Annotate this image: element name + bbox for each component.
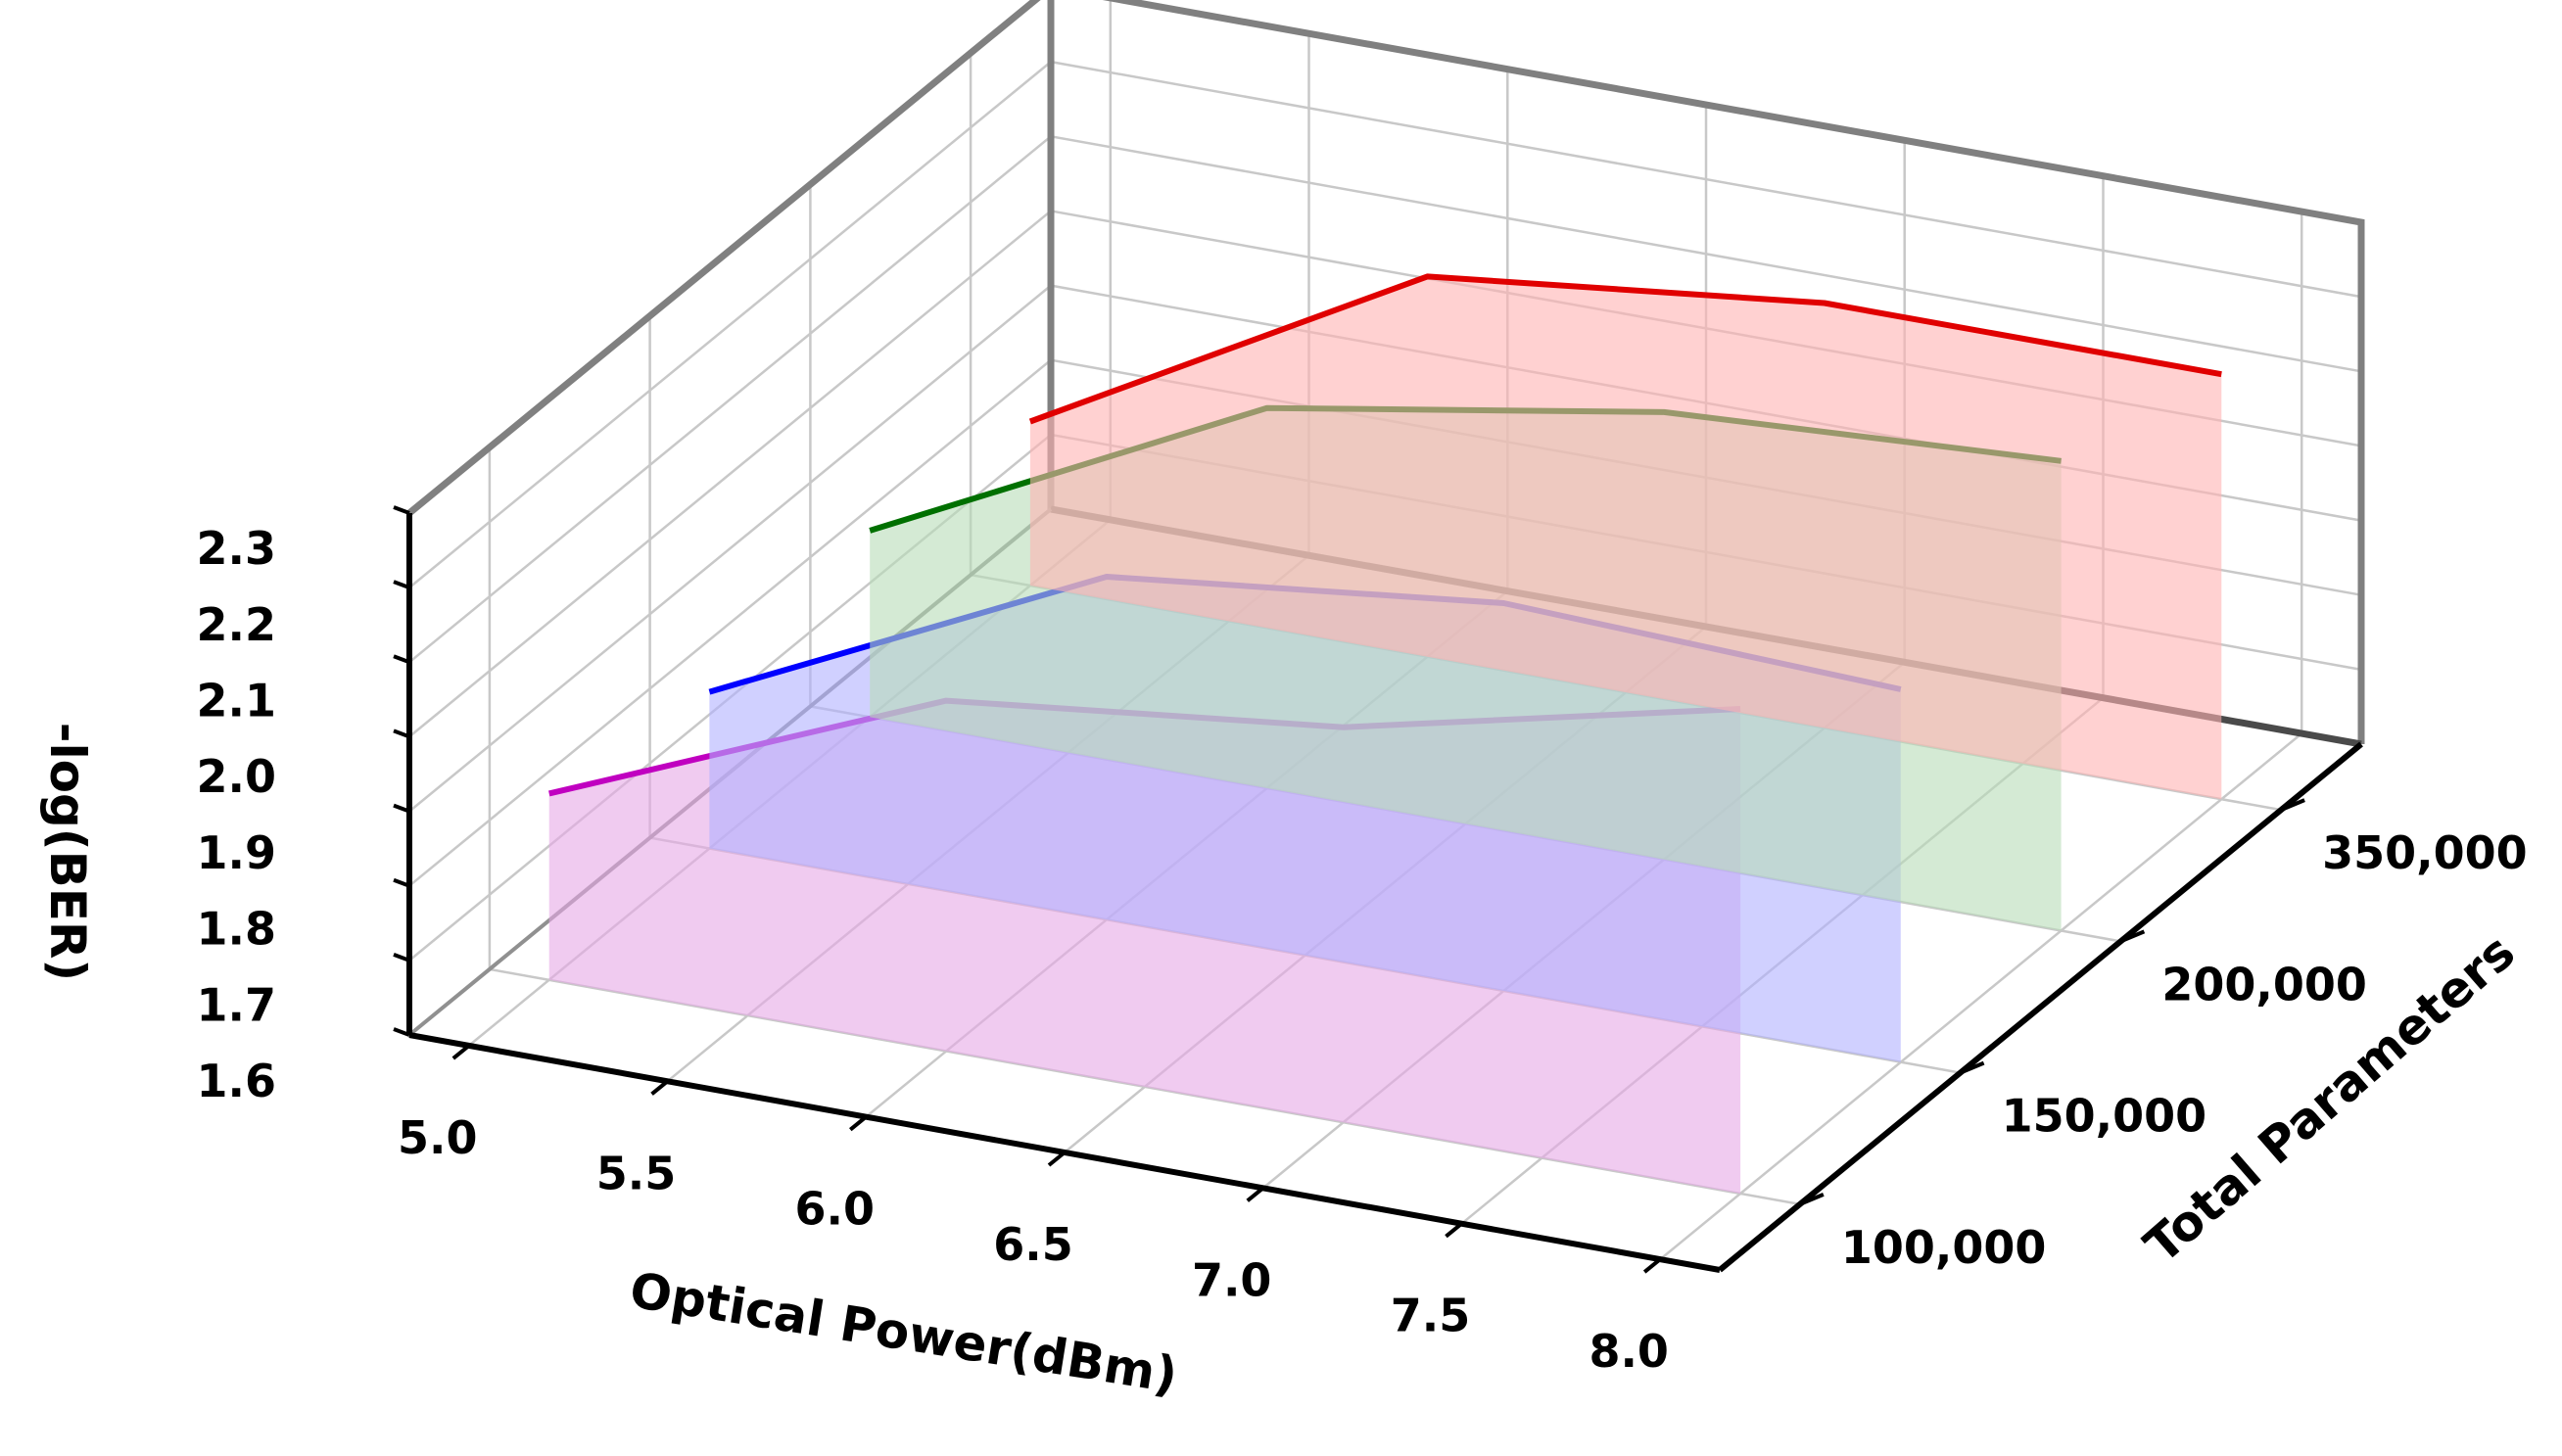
z-tick-label: 2.2 bbox=[197, 598, 277, 651]
z-tick-label: 1.6 bbox=[197, 1055, 277, 1107]
x-tick-label: 8.0 bbox=[1589, 1325, 1669, 1378]
y-tick-label: 150,000 bbox=[2002, 1090, 2207, 1143]
y-axis-line bbox=[1718, 741, 2363, 1273]
y-tick-label: 100,000 bbox=[1841, 1221, 2047, 1274]
series-line-350000 bbox=[1028, 273, 2222, 425]
x-tick-mark bbox=[451, 1044, 471, 1060]
tick-labels-layer: 5.0 5.5 6.0 6.5 7.0 7.5 8.0 100,000 150,000 200,0… bbox=[197, 522, 2528, 1378]
x-tick-label: 6.0 bbox=[795, 1183, 876, 1236]
z-tick-label: 2.3 bbox=[197, 522, 277, 575]
z-tick-mark bbox=[393, 654, 410, 665]
x-tick-mark bbox=[650, 1079, 669, 1096]
y-tick-mark bbox=[1799, 1193, 1825, 1206]
z-tick-label: 2.1 bbox=[197, 675, 277, 728]
x-tick-label: 7.0 bbox=[1192, 1253, 1272, 1306]
y-tick-label: 200,000 bbox=[2161, 958, 2367, 1010]
axes-layer bbox=[393, 505, 2363, 1274]
x-tick-label: 5.0 bbox=[398, 1111, 478, 1164]
series-layer bbox=[548, 273, 2222, 1194]
z-tick-mark bbox=[393, 1027, 410, 1037]
z-axis-label: -log(BER) bbox=[39, 723, 96, 982]
z-tick-label: 1.8 bbox=[197, 903, 277, 956]
x-axis-label: Optical Power(dBm) bbox=[626, 1261, 1181, 1404]
z-tick-mark bbox=[393, 877, 410, 888]
y-tick-mark bbox=[2280, 798, 2305, 812]
z-tick-label: 1.9 bbox=[197, 826, 277, 879]
z-tick-label: 2.0 bbox=[197, 750, 277, 803]
x-tick-mark bbox=[1047, 1151, 1067, 1167]
left-pane bbox=[409, 0, 1051, 1035]
pane-edge-top bbox=[406, 0, 2365, 744]
x-tick-mark bbox=[849, 1115, 868, 1132]
y-tick-mark bbox=[1959, 1060, 1985, 1075]
x-tick-mark bbox=[1445, 1222, 1463, 1239]
z-tick-label: 1.7 bbox=[197, 978, 277, 1031]
x-tick-mark bbox=[1246, 1186, 1264, 1202]
x-tick-label: 6.5 bbox=[993, 1218, 1073, 1271]
y-tick-label: 350,000 bbox=[2322, 826, 2528, 879]
x-tick-mark bbox=[1642, 1257, 1662, 1274]
y-tick-mark bbox=[2119, 929, 2146, 944]
x-tick-label: 5.5 bbox=[596, 1147, 677, 1199]
z-tick-mark bbox=[393, 505, 410, 515]
z-tick-mark bbox=[393, 728, 410, 739]
z-tick-mark bbox=[393, 803, 410, 814]
z-tick-mark bbox=[393, 952, 410, 963]
series-area-350000 bbox=[1029, 276, 2222, 800]
x-tick-label: 7.5 bbox=[1391, 1290, 1471, 1342]
z-tick-mark bbox=[393, 580, 410, 590]
